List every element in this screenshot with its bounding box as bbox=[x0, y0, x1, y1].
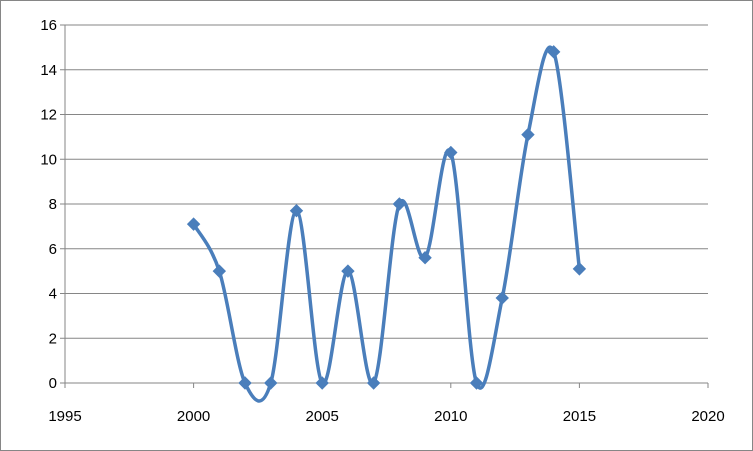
data-point-2003 bbox=[264, 376, 278, 390]
data-point-2006 bbox=[341, 264, 355, 278]
y-tick-label: 2 bbox=[49, 330, 57, 347]
tick-labels: 0 2 4 6 8 10 12 14 16 1995 2000 2005 2010 2015 2020 bbox=[40, 17, 724, 425]
data-point-2000 bbox=[186, 217, 201, 231]
y-tick-label: 14 bbox=[40, 62, 57, 79]
data-point-2014 bbox=[546, 45, 561, 59]
data-point-2009 bbox=[418, 250, 432, 265]
x-tick-label: 2015 bbox=[563, 408, 596, 425]
y-tick-label: 0 bbox=[49, 375, 57, 392]
y-tick-label: 8 bbox=[49, 196, 57, 213]
axes bbox=[60, 24, 709, 388]
data-point-2002 bbox=[238, 376, 252, 390]
y-tick-label: 6 bbox=[49, 241, 57, 258]
y-tick-label: 4 bbox=[49, 286, 57, 303]
y-tick-label: 12 bbox=[40, 107, 57, 124]
data-point-2001 bbox=[212, 264, 227, 278]
x-tick-label: 2005 bbox=[306, 408, 339, 425]
data-point-2012 bbox=[495, 291, 509, 305]
data-point-2011 bbox=[469, 376, 484, 390]
x-tick-label: 1995 bbox=[48, 408, 81, 425]
y-tick-label: 10 bbox=[40, 151, 57, 168]
series bbox=[186, 45, 587, 403]
x-tick-label: 2020 bbox=[691, 408, 724, 425]
data-point-2007 bbox=[366, 376, 381, 390]
data-point-2015 bbox=[572, 262, 587, 276]
series-line bbox=[191, 45, 582, 403]
y-tick-label: 16 bbox=[40, 17, 57, 34]
data-point-2004 bbox=[289, 204, 304, 218]
x-tick-label: 2000 bbox=[177, 408, 210, 425]
data-point-2008 bbox=[392, 197, 407, 211]
x-tick-label: 2010 bbox=[434, 408, 467, 425]
data-point-2005 bbox=[315, 376, 329, 390]
data-point-2010 bbox=[444, 145, 458, 160]
data-point-2013 bbox=[521, 127, 535, 142]
gridlines bbox=[65, 24, 708, 339]
